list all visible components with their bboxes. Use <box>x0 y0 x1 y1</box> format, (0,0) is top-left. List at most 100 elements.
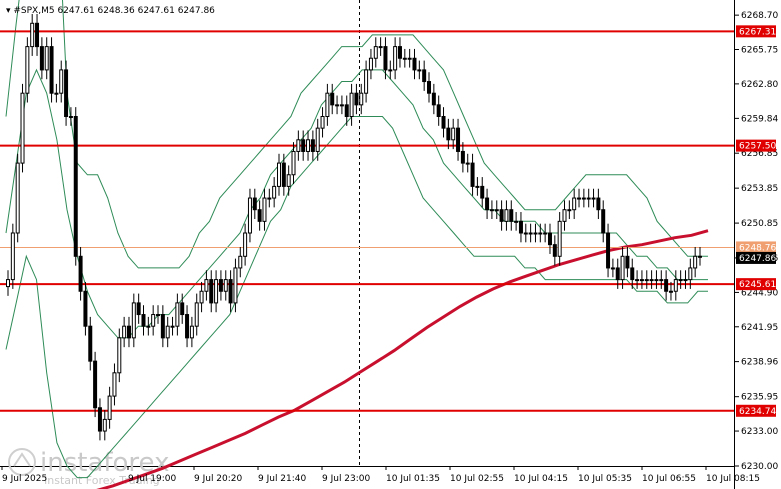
x-tick-label: 10 Jul 02:55 <box>450 474 504 484</box>
candle-body <box>446 127 451 141</box>
level-price-tag: 6257.50 <box>736 139 776 152</box>
candle-body <box>204 279 209 292</box>
candle-body <box>141 314 146 327</box>
candle <box>523 223 528 243</box>
candle-body <box>683 279 688 282</box>
candle <box>625 246 630 278</box>
price-tag-label: 6267.31 <box>739 27 776 37</box>
candle-body <box>156 314 161 317</box>
candle-body <box>59 69 64 94</box>
y-tick-label: 6262.80 <box>741 80 778 90</box>
candle-body <box>49 46 54 94</box>
candle <box>601 200 606 243</box>
candle <box>615 258 620 289</box>
candle <box>286 165 291 196</box>
candle-body <box>73 116 78 257</box>
instaforex-logo-icon <box>8 448 36 476</box>
candle <box>247 188 252 243</box>
candle <box>407 48 412 68</box>
candle-body <box>373 46 378 59</box>
candle <box>238 246 243 278</box>
candle-body <box>567 209 572 212</box>
candle-body <box>635 279 640 282</box>
candle <box>122 316 127 348</box>
price-tag-label: 6245.61 <box>739 280 776 290</box>
candle <box>620 246 625 289</box>
candle <box>596 188 601 220</box>
candle <box>393 37 398 80</box>
candle <box>586 188 591 208</box>
candle-body <box>514 220 519 223</box>
candle-body <box>407 57 412 60</box>
candle-body <box>93 360 98 409</box>
candle-body <box>615 267 620 281</box>
candle-body <box>175 302 180 327</box>
candle <box>630 258 635 289</box>
candle <box>165 316 170 348</box>
candle-body <box>180 302 185 316</box>
candle <box>160 305 165 348</box>
candle-body <box>504 209 509 222</box>
candle <box>68 107 73 126</box>
candle <box>504 200 509 231</box>
horizontal-levels <box>0 30 734 412</box>
candle <box>44 37 49 80</box>
candle <box>93 351 98 418</box>
candle <box>509 200 514 231</box>
x-tick-label: 10 Jul 06:55 <box>642 474 696 484</box>
candle <box>678 270 683 289</box>
candle-body <box>247 197 252 234</box>
candle <box>281 153 286 196</box>
y-tick-label: 6235.95 <box>741 393 778 403</box>
candle-body <box>460 150 465 164</box>
candle <box>252 188 257 220</box>
candle-body <box>451 127 456 141</box>
candle-body <box>170 325 175 328</box>
candle-body <box>538 232 543 235</box>
candle <box>349 83 354 126</box>
candle <box>233 258 238 313</box>
candle-body <box>20 92 25 164</box>
candle-body <box>349 92 354 117</box>
y-tick-label: 6241.95 <box>741 323 778 333</box>
candle <box>310 130 315 161</box>
candle-body <box>291 150 296 176</box>
candle <box>141 305 146 336</box>
candle-body <box>649 279 654 282</box>
candle <box>218 270 223 301</box>
candle <box>673 270 678 301</box>
candle <box>654 270 659 289</box>
candle-body <box>83 290 88 327</box>
candle-body <box>630 267 635 281</box>
candle <box>73 107 78 266</box>
candle-body <box>39 46 44 71</box>
candle-body <box>562 209 567 222</box>
candle-body <box>509 209 514 222</box>
candle-body <box>131 302 136 339</box>
candle-body <box>325 92 330 117</box>
candle <box>39 37 44 80</box>
candle-body <box>620 255 625 281</box>
candle-body <box>606 232 611 269</box>
candle <box>25 37 30 103</box>
moving-average <box>96 229 709 489</box>
candle <box>199 281 204 313</box>
candle <box>456 118 461 161</box>
candle-body <box>122 325 127 339</box>
candle <box>518 212 523 243</box>
candle-body <box>233 267 238 304</box>
candle-body <box>654 279 659 282</box>
candle-body <box>644 279 649 282</box>
candle <box>354 83 359 115</box>
x-tick-label: 10 Jul 04:15 <box>514 474 568 484</box>
candle <box>460 142 465 173</box>
candle-body <box>475 185 480 188</box>
candle-body <box>388 69 393 72</box>
candle <box>698 246 702 266</box>
candle <box>485 188 490 220</box>
moving-average-line <box>96 229 709 489</box>
candle-body <box>436 104 441 117</box>
candle <box>378 37 383 56</box>
candle <box>136 293 141 324</box>
